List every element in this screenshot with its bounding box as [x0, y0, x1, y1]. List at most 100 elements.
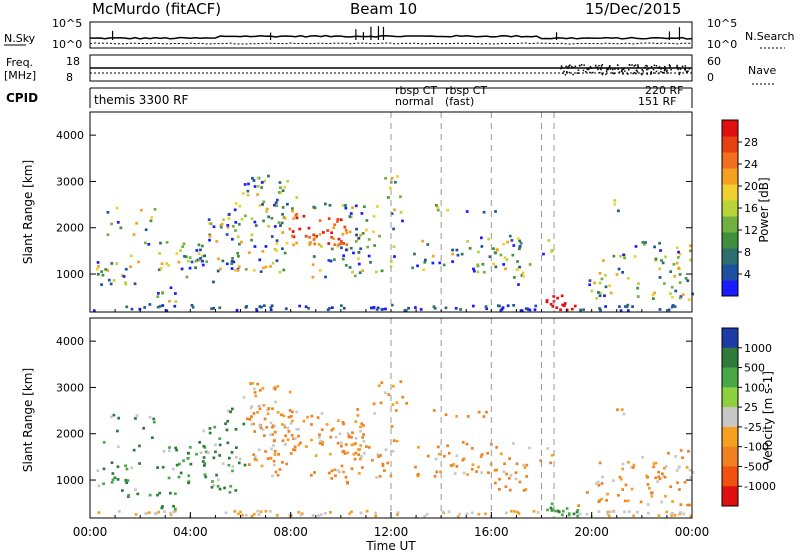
velocity-cell [291, 410, 294, 414]
power-cell [97, 272, 100, 276]
velocity-cell [346, 451, 349, 455]
power-cell [275, 259, 279, 263]
velocity-cell [286, 438, 290, 441]
velocity-cell [359, 429, 362, 433]
velocity-cell [458, 512, 461, 516]
velocity-cell [517, 512, 521, 515]
velocity-cell [290, 434, 294, 437]
power-cell [294, 214, 298, 217]
power-cell [424, 258, 427, 262]
x-tick-label: 16:00 [474, 525, 509, 539]
velocity-cell [172, 467, 175, 471]
power-cell [203, 254, 207, 258]
power-cell [258, 305, 262, 308]
velocity-cell [536, 511, 540, 514]
freq-noise-dot [582, 69, 585, 72]
velocity-cell [334, 474, 337, 478]
power-cell [177, 260, 181, 264]
power-cell [602, 259, 605, 262]
power-cell [281, 213, 284, 216]
power-cell [262, 266, 265, 270]
velocity-cell [218, 443, 222, 447]
freq-noise-dot [666, 69, 668, 72]
velocity-cell [168, 446, 171, 449]
power-cell [283, 216, 287, 220]
velocity-cell [257, 448, 261, 452]
velocity-cell [678, 512, 682, 516]
power-cell [236, 235, 240, 239]
velocity-cell [550, 502, 554, 506]
freq-label-2: [MHz] [4, 69, 36, 82]
power-cell [232, 260, 236, 264]
velocity-cell [565, 507, 569, 510]
velocity-cell [360, 422, 364, 425]
power-cell [221, 259, 225, 263]
freq-noise-dot [677, 68, 679, 71]
velocity-cell [627, 461, 630, 464]
power-cell [513, 276, 516, 279]
power-cell [367, 254, 371, 258]
power-cell [110, 222, 113, 226]
velocity-cell [273, 387, 277, 391]
velocity-cell [361, 466, 364, 469]
velocity-cell [377, 384, 381, 388]
power-cell [675, 261, 679, 265]
freq-noise-dot [641, 68, 643, 71]
velocity-cell [227, 463, 231, 467]
nsky-series-line [89, 34, 693, 40]
power-cell [502, 263, 506, 266]
power-cell [284, 307, 288, 311]
power-cell [248, 251, 251, 254]
velocity-cell [173, 510, 177, 513]
velocity-cell [277, 453, 280, 456]
power-cell [107, 278, 111, 282]
colorbar-swatch [722, 168, 738, 185]
power-cell [225, 233, 229, 236]
power-cell [604, 274, 607, 277]
power-cell [394, 180, 397, 184]
power-cell [278, 270, 282, 274]
power-cell [372, 230, 375, 234]
colorbar-tick-label: 28 [744, 136, 758, 149]
velocity-y-axis-label: Slant Range [km] [21, 368, 35, 472]
velocity-cell [323, 512, 327, 515]
velocity-cell [674, 455, 678, 458]
freq-noise-dot [622, 68, 625, 71]
date-title: 15/Dec/2015 [585, 0, 681, 18]
power-panel: 1000 2000 3000 4000 Slant Range [km] [21, 111, 695, 313]
y-tick-label: 2000 [56, 222, 84, 235]
velocity-cell [292, 448, 295, 451]
freq-noise-dot [585, 67, 588, 70]
power-cell [153, 208, 157, 211]
velocity-cell [234, 456, 238, 459]
velocity-cell [466, 473, 469, 476]
power-cell [307, 226, 311, 230]
power-cell [528, 263, 532, 266]
freq-noise-dot [662, 67, 665, 70]
velocity-cell [154, 512, 158, 516]
velocity-cell [654, 476, 658, 480]
velocity-cell [391, 449, 395, 453]
power-cell [336, 218, 340, 221]
velocity-cell [248, 418, 252, 421]
velocity-cell [646, 483, 650, 486]
colorbar-swatch [722, 264, 738, 281]
power-cell [327, 217, 331, 220]
power-cell [511, 253, 515, 257]
power-cell [291, 234, 294, 238]
power-cell [565, 308, 569, 312]
velocity-cell [330, 469, 334, 473]
power-cell [340, 246, 343, 250]
colorbar-tick-label: -500 [744, 460, 769, 473]
velocity-cell [471, 463, 475, 467]
nsearch-tick-top: 10^5 [707, 17, 737, 30]
velocity-cell [208, 427, 212, 430]
velocity-cell [436, 445, 440, 449]
velocity-cell [297, 510, 301, 514]
velocity-cell [502, 470, 506, 473]
power-cell [545, 300, 549, 304]
velocity-cell [330, 477, 334, 480]
power-cell [593, 281, 596, 285]
freq-noise-dot [585, 70, 587, 73]
velocity-cell [267, 407, 271, 410]
